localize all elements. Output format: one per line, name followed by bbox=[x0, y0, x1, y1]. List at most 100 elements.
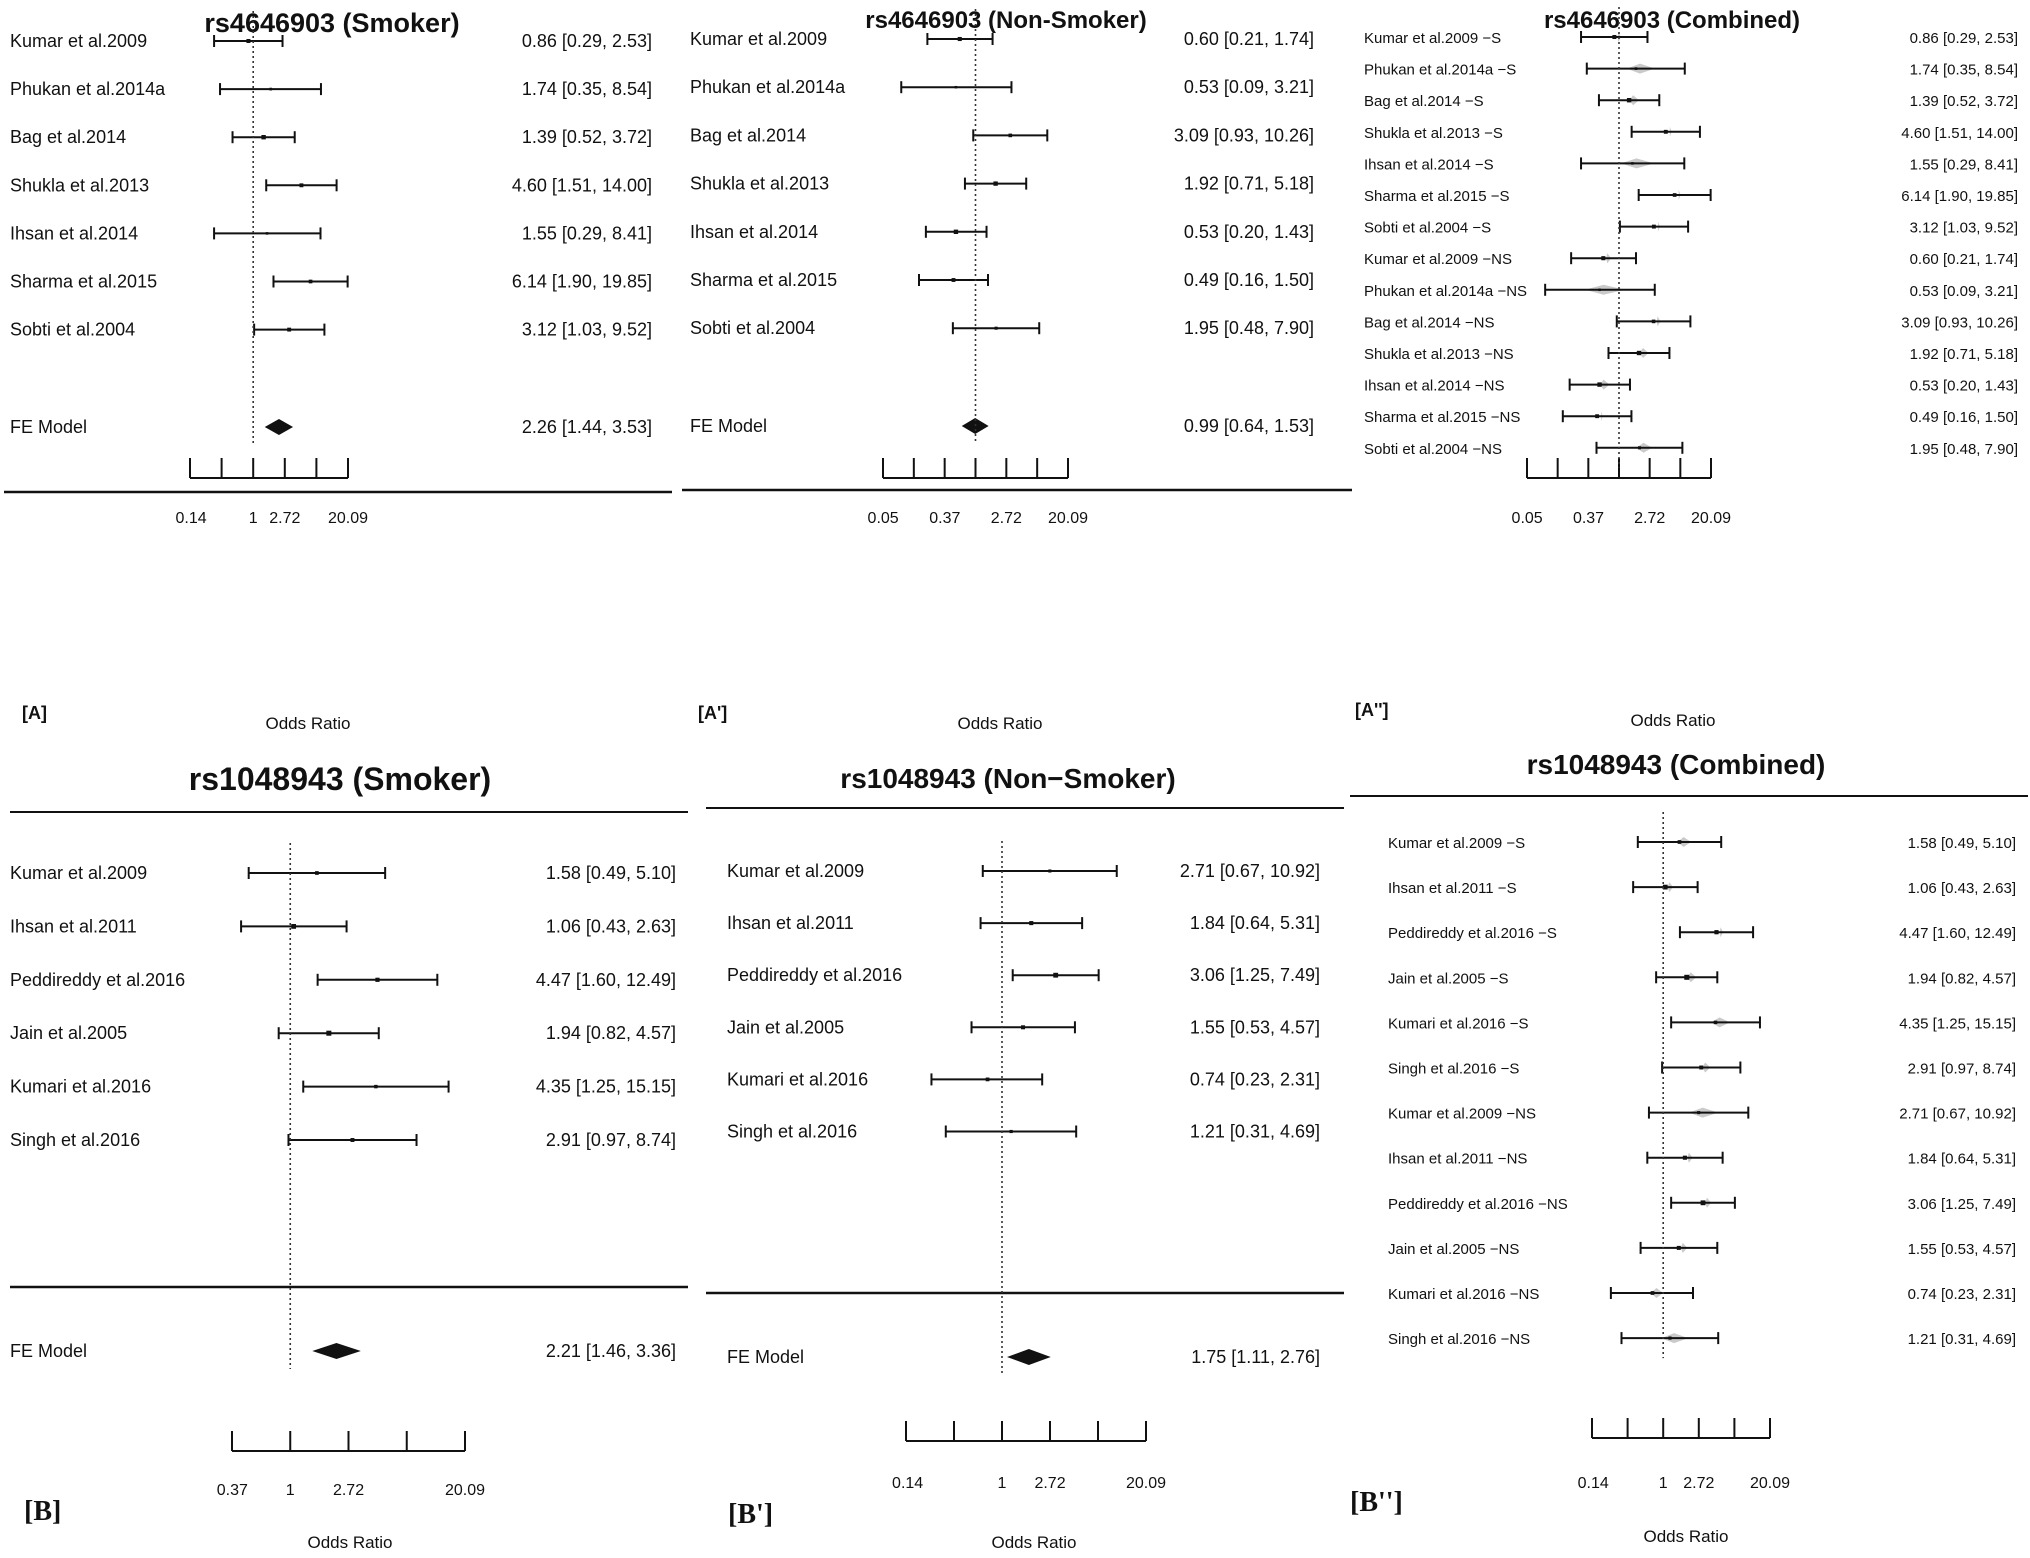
ci-value: 1.74 [0.35, 8.54] bbox=[522, 79, 652, 99]
summary-diamond bbox=[264, 419, 294, 435]
study-label: Kumar et al.2009 −S bbox=[1364, 30, 1501, 47]
ci-value: 1.94 [0.82, 4.57] bbox=[546, 1023, 676, 1043]
model-ci-value: 0.99 [0.64, 1.53] bbox=[1184, 416, 1314, 436]
tick-label: 0.37 bbox=[217, 1482, 248, 1499]
x-axis-label: Odds Ratio bbox=[307, 1533, 392, 1552]
study-row: Bag et al.2014 −S 1.39 [0.52, 3.72] bbox=[1364, 93, 2018, 110]
study-row: Kumari et al.2016 4.35 [1.25, 15.15] bbox=[10, 1077, 676, 1097]
study-row: Kumar et al.2009 −S 0.86 [0.29, 2.53] bbox=[1364, 30, 2018, 47]
tick-label: 1 bbox=[286, 1482, 295, 1499]
study-row: Sobti et al.2004 −NS 1.95 [0.48, 7.90] bbox=[1364, 441, 2018, 458]
ci-value: 0.53 [0.09, 3.21] bbox=[1910, 283, 2018, 300]
ci-value: 4.35 [1.25, 15.15] bbox=[536, 1077, 676, 1097]
tick-label: 1 bbox=[1659, 1475, 1668, 1492]
study-row: Singh et al.2016 −NS 1.21 [0.31, 4.69] bbox=[1388, 1331, 2016, 1348]
study-label: Kumar et al.2009 −S bbox=[1388, 835, 1525, 852]
study-row: Phukan et al.2014a −S 1.74 [0.35, 8.54] bbox=[1364, 62, 2018, 79]
ci-value: 3.12 [1.03, 9.52] bbox=[522, 320, 652, 340]
study-label: Ihsan et al.2014 bbox=[690, 222, 818, 242]
study-row: Kumari et al.2016 −S 4.35 [1.25, 15.15] bbox=[1388, 1015, 2016, 1032]
study-label: Ihsan et al.2014 bbox=[10, 223, 138, 243]
study-label: Peddireddy et al.2016 −NS bbox=[1388, 1196, 1568, 1213]
study-row: Jain et al.2005 −S 1.94 [0.82, 4.57] bbox=[1388, 970, 2016, 987]
study-label: Kumari et al.2016 −NS bbox=[1388, 1286, 1539, 1303]
study-row: Kumar et al.2009 1.58 [0.49, 5.10] bbox=[10, 863, 676, 883]
panel-label: [A''] bbox=[1355, 700, 1389, 720]
ci-value: 0.60 [0.21, 1.74] bbox=[1184, 29, 1314, 49]
tick-label: 2.72 bbox=[1634, 510, 1665, 527]
study-row: Shukla et al.2013 −NS 1.92 [0.71, 5.18] bbox=[1364, 346, 2018, 363]
point-estimate bbox=[1697, 1111, 1701, 1115]
ci-value: 3.09 [0.93, 10.26] bbox=[1901, 314, 2018, 331]
point-estimate bbox=[1714, 930, 1719, 935]
point-estimate bbox=[1595, 414, 1600, 419]
model-label: FE Model bbox=[727, 1347, 804, 1367]
point-estimate bbox=[1700, 1200, 1706, 1206]
point-estimate bbox=[993, 181, 998, 186]
study-row: Singh et al.2016 −S 2.91 [0.97, 8.74] bbox=[1388, 1061, 2016, 1078]
ci-value: 4.35 [1.25, 15.15] bbox=[1899, 1015, 2016, 1032]
point-estimate bbox=[326, 1030, 332, 1036]
forest-plot-b: rs1048943 (Smoker) Kumar et al.2009 1.58 … bbox=[10, 761, 688, 1552]
point-estimate bbox=[1008, 133, 1013, 138]
study-row: Kumar et al.2009 2.71 [0.67, 10.92] bbox=[727, 861, 1320, 881]
ci-value: 1.95 [0.48, 7.90] bbox=[1184, 318, 1314, 338]
ci-value: 1.92 [0.71, 5.18] bbox=[1910, 346, 2018, 363]
ci-value: 0.86 [0.29, 2.53] bbox=[1910, 30, 2018, 47]
point-estimate bbox=[1650, 1291, 1655, 1295]
point-estimate bbox=[1713, 1020, 1718, 1025]
study-label: Sharma et al.2015 −NS bbox=[1364, 409, 1520, 426]
point-estimate bbox=[1637, 446, 1642, 450]
study-row: Kumar et al.2009 −NS 0.60 [0.21, 1.74] bbox=[1364, 251, 2018, 268]
study-label: Kumar et al.2009 bbox=[727, 861, 864, 881]
study-label: Kumari et al.2016 bbox=[10, 1077, 151, 1097]
study-row: Ihsan et al.2011 1.84 [0.64, 5.31] bbox=[727, 913, 1320, 933]
forest-plot-b-double-prime: rs1048943 (Combined) Kumar et al.2009 −S… bbox=[1350, 749, 2028, 1546]
tick-label: 0.05 bbox=[1512, 510, 1543, 527]
study-row: Kumari et al.2016 0.74 [0.23, 2.31] bbox=[727, 1069, 1320, 1089]
study-label: Shukla et al.2013 bbox=[10, 175, 149, 195]
ci-value: 1.92 [0.71, 5.18] bbox=[1184, 174, 1314, 194]
study-label: Ihsan et al.2011 bbox=[727, 913, 854, 933]
study-row: Sharma et al.2015 6.14 [1.90, 19.85] bbox=[10, 272, 652, 292]
ci-value: 0.74 [0.23, 2.31] bbox=[1908, 1286, 2016, 1303]
study-label: Kumar et al.2009 bbox=[10, 863, 147, 883]
point-estimate bbox=[985, 1077, 990, 1082]
study-label: Phukan et al.2014a bbox=[690, 77, 846, 97]
point-estimate bbox=[957, 36, 962, 42]
study-row: Phukan et al.2014a 1.74 [0.35, 8.54] bbox=[10, 79, 652, 99]
model-label: FE Model bbox=[690, 416, 767, 436]
x-axis: 0.05 0.37 2.72 20.09 bbox=[1512, 458, 1731, 527]
ci-value: 0.49 [0.16, 1.50] bbox=[1910, 409, 2018, 426]
summary-row: FE Model 2.26 [1.44, 3.53] bbox=[10, 417, 652, 437]
tick-label: 20.09 bbox=[1691, 510, 1731, 527]
study-label: Jain et al.2005 −S bbox=[1388, 970, 1509, 987]
panel-label: [B'] bbox=[728, 1499, 773, 1530]
point-estimate bbox=[269, 87, 273, 91]
study-label: Singh et al.2016 −S bbox=[1388, 1061, 1519, 1078]
study-label: Singh et al.2016 −NS bbox=[1388, 1331, 1530, 1348]
study-row: Kumar et al.2009 −NS 2.71 [0.67, 10.92] bbox=[1388, 1106, 2016, 1123]
study-label: Phukan et al.2014a −S bbox=[1364, 62, 1516, 79]
ci-value: 1.84 [0.64, 5.31] bbox=[1190, 913, 1320, 933]
forest-plot-b-prime: rs1048943 (Non−Smoker) Kumar et al.2009 2… bbox=[706, 763, 1344, 1552]
point-estimate bbox=[350, 1138, 355, 1142]
study-label: Bag et al.2014 −NS bbox=[1364, 314, 1495, 331]
ci-value: 1.55 [0.53, 4.57] bbox=[1908, 1241, 2016, 1258]
point-estimate bbox=[1634, 67, 1638, 70]
ci-value: 2.91 [0.97, 8.74] bbox=[546, 1130, 676, 1150]
forest-panel-a: rs4646903 (Smoker) Kumar et al.2009 0.86 … bbox=[0, 0, 676, 740]
study-row: Kumar et al.2009 −S 1.58 [0.49, 5.10] bbox=[1388, 835, 2016, 852]
model-label: FE Model bbox=[10, 1341, 87, 1361]
point-estimate bbox=[1048, 869, 1052, 873]
forest-plot-a-double-prime: rs4646903 (Combined) Kumar et al.2009 −S… bbox=[1355, 7, 2018, 730]
point-estimate bbox=[1597, 382, 1602, 387]
point-estimate bbox=[1699, 1065, 1704, 1070]
study-label: Bag et al.2014 bbox=[10, 127, 126, 147]
study-row: Bag et al.2014 1.39 [0.52, 3.72] bbox=[10, 127, 652, 147]
study-label: Shukla et al.2013 −NS bbox=[1364, 346, 1514, 363]
study-label: Phukan et al.2014a bbox=[10, 79, 166, 99]
study-label: Bag et al.2014 −S bbox=[1364, 93, 1484, 110]
summary-diamond bbox=[312, 1343, 361, 1359]
study-row: Sobti et al.2004 3.12 [1.03, 9.52] bbox=[10, 320, 652, 340]
